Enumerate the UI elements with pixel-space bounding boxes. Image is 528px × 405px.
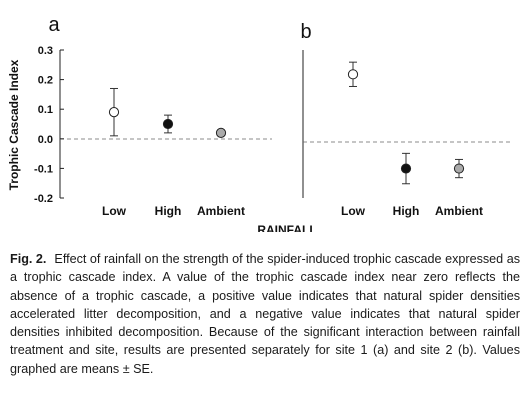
figure-label: Fig. 2. (10, 252, 47, 266)
data-point-low (347, 69, 359, 80)
panel-a-y-ticks: 0.3 0.2 0.1 0.0 -0.1 -0.2 (34, 45, 64, 205)
data-point-ambient (215, 127, 227, 138)
panel-b-letter: b (300, 21, 311, 43)
y-tick-label: -0.2 (34, 193, 53, 205)
y-tick-label: 0.1 (38, 104, 53, 116)
x-axis-title: RAINFALL (257, 223, 316, 232)
y-tick-label: 0.0 (38, 134, 53, 146)
data-point-low (108, 107, 120, 118)
x-category-label: High (155, 204, 182, 218)
x-category-label: Low (102, 204, 127, 218)
x-category-label: Low (341, 204, 366, 218)
panel-a-x-labels: Low High Ambient (102, 204, 245, 218)
panel-a-points (108, 87, 227, 138)
x-category-label: High (393, 204, 420, 218)
panel-a-letter: a (48, 14, 60, 36)
y-tick-label: 0.3 (38, 45, 53, 57)
y-axis-title: Trophic Cascade Index (7, 59, 21, 190)
panel-b-points (347, 61, 465, 185)
y-tick-label: -0.1 (34, 163, 53, 175)
data-point-ambient (453, 163, 465, 174)
x-category-label: Ambient (197, 204, 245, 218)
data-point-high (162, 118, 174, 130)
panel-a: a 0.3 0.2 0.1 0.0 -0.1 -0.2 Low High Ambient (34, 14, 272, 218)
trophic-cascade-figure: a 0.3 0.2 0.1 0.0 -0.1 -0.2 Low High Ambient b … (7, 14, 512, 232)
data-point-high (400, 163, 412, 174)
panel-b-x-labels: Low High Ambient (341, 204, 483, 218)
y-tick-label: 0.2 (38, 75, 53, 87)
x-category-label: Ambient (435, 204, 483, 218)
panel-b: b Low High Ambient (300, 21, 512, 218)
figure-caption: Fig. 2. Effect of rainfall on the strengt… (10, 250, 520, 378)
caption-text: Effect of rainfall on the strength of th… (10, 252, 521, 376)
